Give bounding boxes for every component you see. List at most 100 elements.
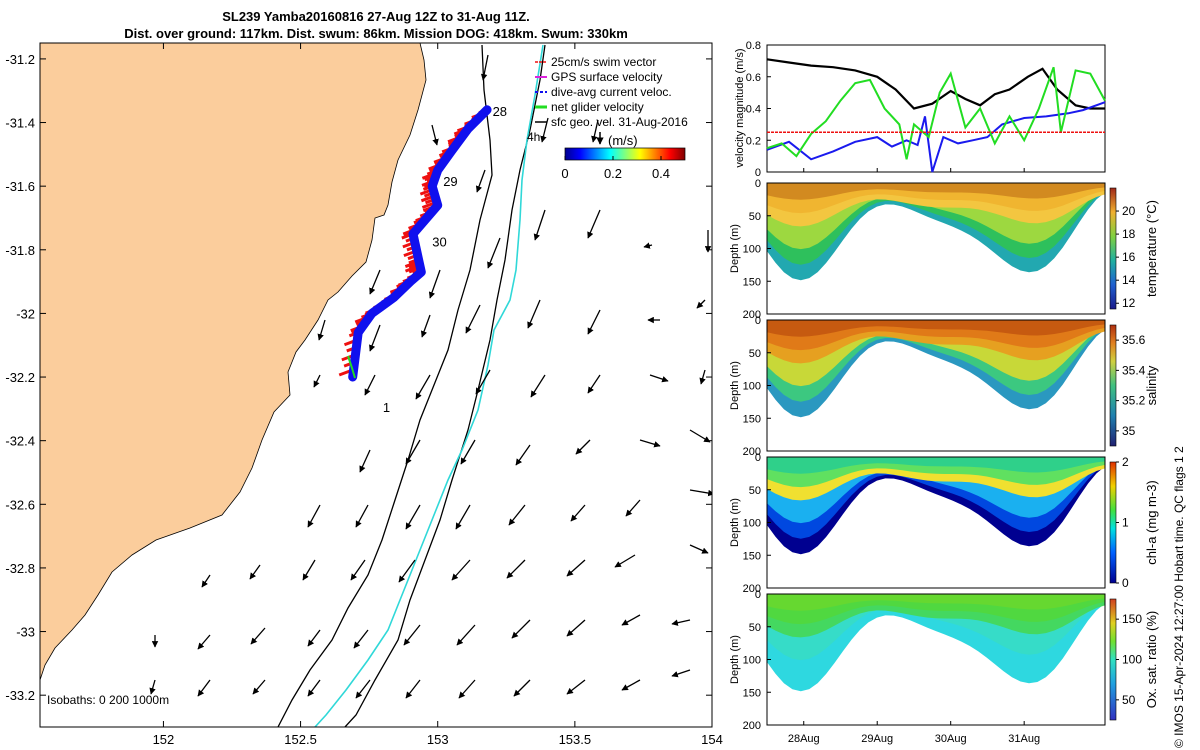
surface-velocity-arrow	[689, 544, 709, 554]
map-frame	[39, 42, 713, 728]
legend-entry: dive-avg current veloc.	[551, 85, 672, 99]
surface-velocity-arrow	[405, 679, 421, 699]
legend-entry: sfc geo. vel. 31-Aug-2016	[551, 115, 688, 129]
y-tick-label: 0	[755, 452, 761, 464]
surface-velocity-arrow	[317, 319, 326, 341]
surface-velocity-arrow	[149, 679, 156, 695]
section-colorbar	[1109, 324, 1117, 447]
colorbar-tick-label: 35.4	[1122, 363, 1146, 377]
x-tick-label: 29Aug	[861, 733, 893, 745]
day-label: 28	[493, 104, 507, 119]
surface-velocity-arrow	[587, 209, 601, 239]
isobaths-label: Isobaths: 0 200 1000m	[47, 693, 169, 707]
section-panel: 0 50 100 150 200 Depth (m) 12 14 16 18 20 temperatu…	[729, 178, 1159, 321]
day-label: 1	[383, 400, 390, 415]
surface-velocity-arrow	[513, 679, 531, 697]
colorbar-tick-label: 150	[1122, 612, 1142, 626]
y-tick-label: 0.6	[746, 72, 761, 84]
y-tick-label: 50	[749, 622, 761, 634]
section-band	[767, 183, 1105, 200]
surface-velocity-arrow	[456, 624, 476, 646]
velocity-ylabel: velocity magnitude (m/s)	[734, 48, 746, 167]
map-panel: 28 29 30 1 4h 25cm/s swim vector GPS sur…	[5, 42, 723, 747]
colorbar-label: (m/s)	[608, 133, 638, 148]
surface-velocity-arrow	[465, 304, 481, 334]
x-tick-label: 152	[153, 732, 175, 747]
surface-velocity-arrow	[197, 634, 211, 650]
x-tick-label: 154	[701, 732, 723, 747]
day-label: 30	[432, 235, 446, 250]
legend-entry: 25cm/s swim vector	[551, 55, 656, 69]
x-tick-label: 31Aug	[1008, 733, 1040, 745]
colorbar-tick-label: 0	[1122, 576, 1129, 590]
y-tick-label: -32.2	[5, 370, 35, 385]
surface-velocity-arrow	[639, 439, 661, 448]
y-tick-label: 50	[749, 485, 761, 497]
y-tick-label: 0.8	[746, 40, 761, 52]
surface-velocity-arrow	[307, 629, 321, 647]
legend-entry: net glider velocity	[551, 100, 644, 114]
y-tick-label: -31.6	[5, 179, 35, 194]
surface-velocity-arrow	[428, 269, 441, 299]
surface-velocity-arrow	[487, 237, 501, 269]
section-ylabel: Depth (m)	[729, 498, 741, 547]
section-colorbar	[1109, 598, 1117, 721]
y-tick-label: -31.4	[5, 116, 35, 131]
surface-velocity-arrow	[587, 374, 601, 394]
y-tick-label: 100	[743, 381, 761, 393]
section-x-axis: 28Aug 29Aug 30Aug 31Aug	[788, 721, 1040, 745]
velocity-series-line	[766, 101, 1106, 173]
surface-velocity-arrow	[511, 619, 531, 639]
surface-velocity-arrow	[197, 679, 211, 697]
colorbar-title: temperature (°C)	[1144, 200, 1159, 297]
legend-entry: GPS surface velocity	[551, 70, 662, 84]
surface-velocity-arrow	[415, 374, 431, 400]
surface-velocity-arrow	[566, 679, 586, 695]
colorbar-tick-label: 1	[1122, 516, 1129, 530]
surface-velocity-arrow	[364, 374, 376, 396]
surface-velocity-arrow	[307, 679, 321, 697]
y-tick-label: 150	[743, 276, 761, 288]
surface-velocity-arrow	[353, 629, 369, 649]
colorbar-tick-label: 50	[1122, 693, 1136, 707]
surface-velocity-arrow	[403, 624, 421, 646]
y-tick-label: -32	[16, 306, 35, 321]
label-4h: 4h	[527, 130, 540, 144]
surface-velocity-arrow	[405, 439, 421, 465]
surface-velocity-arrow	[699, 369, 706, 385]
x-tick-label: 153.5	[559, 732, 592, 747]
colorbar-tick-label: 0	[561, 166, 568, 181]
velocity-series	[766, 58, 1106, 173]
x-tick-label: 153	[427, 732, 449, 747]
y-tick-label: 50	[749, 211, 761, 223]
section-ylabel: Depth (m)	[729, 635, 741, 684]
map-legend: 25cm/s swim vector GPS surface velocity …	[535, 55, 688, 181]
surface-velocity-arrow	[696, 299, 706, 309]
surface-velocity-arrow	[530, 374, 546, 398]
y-tick-label: 100	[743, 655, 761, 667]
surface-velocity-arrow	[575, 439, 591, 455]
map-colorbar	[564, 147, 686, 161]
surface-velocity-arrow	[458, 679, 476, 699]
surface-velocity-arrow	[451, 559, 471, 581]
surface-velocity-arrow	[570, 504, 586, 522]
surface-velocity-arrow	[621, 614, 641, 626]
surface-velocity-arrow	[671, 669, 691, 678]
y-tick-label: 150	[743, 687, 761, 699]
colorbar-tick-label: 18	[1122, 227, 1136, 241]
colorbar-title: Ox. sat. ratio (%)	[1144, 611, 1159, 709]
y-tick-label: 0	[755, 589, 761, 601]
y-tick-label: 0.4	[746, 104, 761, 116]
y-tick-label: 0	[755, 315, 761, 327]
y-tick-label: -31.8	[5, 243, 35, 258]
y-tick-label: 150	[743, 550, 761, 562]
y-tick-label: 100	[743, 518, 761, 530]
y-tick-label: 0	[755, 167, 761, 179]
surface-velocity-arrow	[359, 449, 371, 473]
surface-velocity-arrow	[515, 444, 531, 466]
x-tick-label: 28Aug	[788, 733, 820, 745]
surface-velocity-arrow	[591, 119, 599, 143]
y-tick-label: 150	[743, 413, 761, 425]
